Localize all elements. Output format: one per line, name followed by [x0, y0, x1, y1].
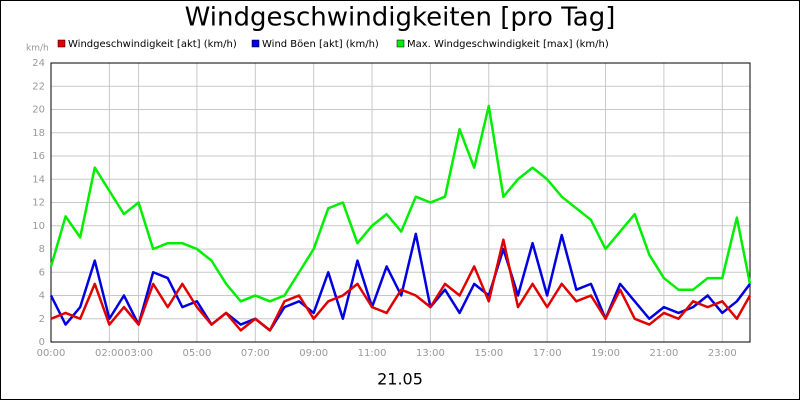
y-tick-label: 4: [39, 291, 45, 302]
legend-swatch: [57, 39, 66, 48]
data-line: [50, 238, 752, 332]
chart-title: Windgeschwindigkeiten [pro Tag]: [185, 3, 616, 33]
y-tick-label: 12: [32, 198, 45, 209]
plot-border: [50, 62, 751, 343]
legend-label: Wind Böen [akt] (km/h): [262, 39, 379, 50]
x-tick-label: 09:00: [299, 348, 328, 359]
legend-label: Windgeschwindigkeit [akt] (km/h): [68, 39, 237, 50]
x-tick-label: 19:00: [591, 348, 620, 359]
y-tick-label: 6: [39, 267, 45, 278]
x-tick-label: 07:00: [241, 348, 270, 359]
x-tick-label: 17:00: [533, 348, 562, 359]
x-tick-label: 15:00: [474, 348, 503, 359]
x-tick-label: 23:00: [708, 348, 737, 359]
x-tick-label: 21:00: [649, 348, 678, 359]
legend-swatch: [396, 39, 405, 48]
y-tick-label: 16: [32, 151, 45, 162]
x-tick-label: 03:00: [124, 348, 153, 359]
data-line: [49, 104, 752, 303]
y-tick-label: 14: [32, 174, 45, 185]
y-tick-label: 10: [32, 221, 45, 232]
y-tick-label: 18: [32, 128, 45, 139]
y-tick-label: 22: [32, 81, 45, 92]
y-tick-label: 0: [39, 337, 45, 348]
x-tick-label: 13:00: [416, 348, 445, 359]
legend-swatch: [251, 39, 260, 48]
data-line: [49, 232, 751, 332]
x-axis-label: 21.05: [377, 370, 423, 389]
x-tick-label: 02:00: [95, 348, 124, 359]
y-tick-label: 20: [32, 105, 45, 116]
y-tick-label: 8: [39, 244, 45, 255]
y-axis-label: km/h: [26, 44, 49, 54]
x-tick-label: 05:00: [183, 348, 212, 359]
x-tick-label: 11:00: [358, 348, 387, 359]
y-tick-label: 24: [32, 58, 45, 69]
x-tick-label: 00:00: [37, 348, 66, 359]
legend-label: Max. Windgeschwindigkeit [max] (km/h): [407, 39, 609, 50]
y-tick-label: 2: [39, 314, 45, 325]
